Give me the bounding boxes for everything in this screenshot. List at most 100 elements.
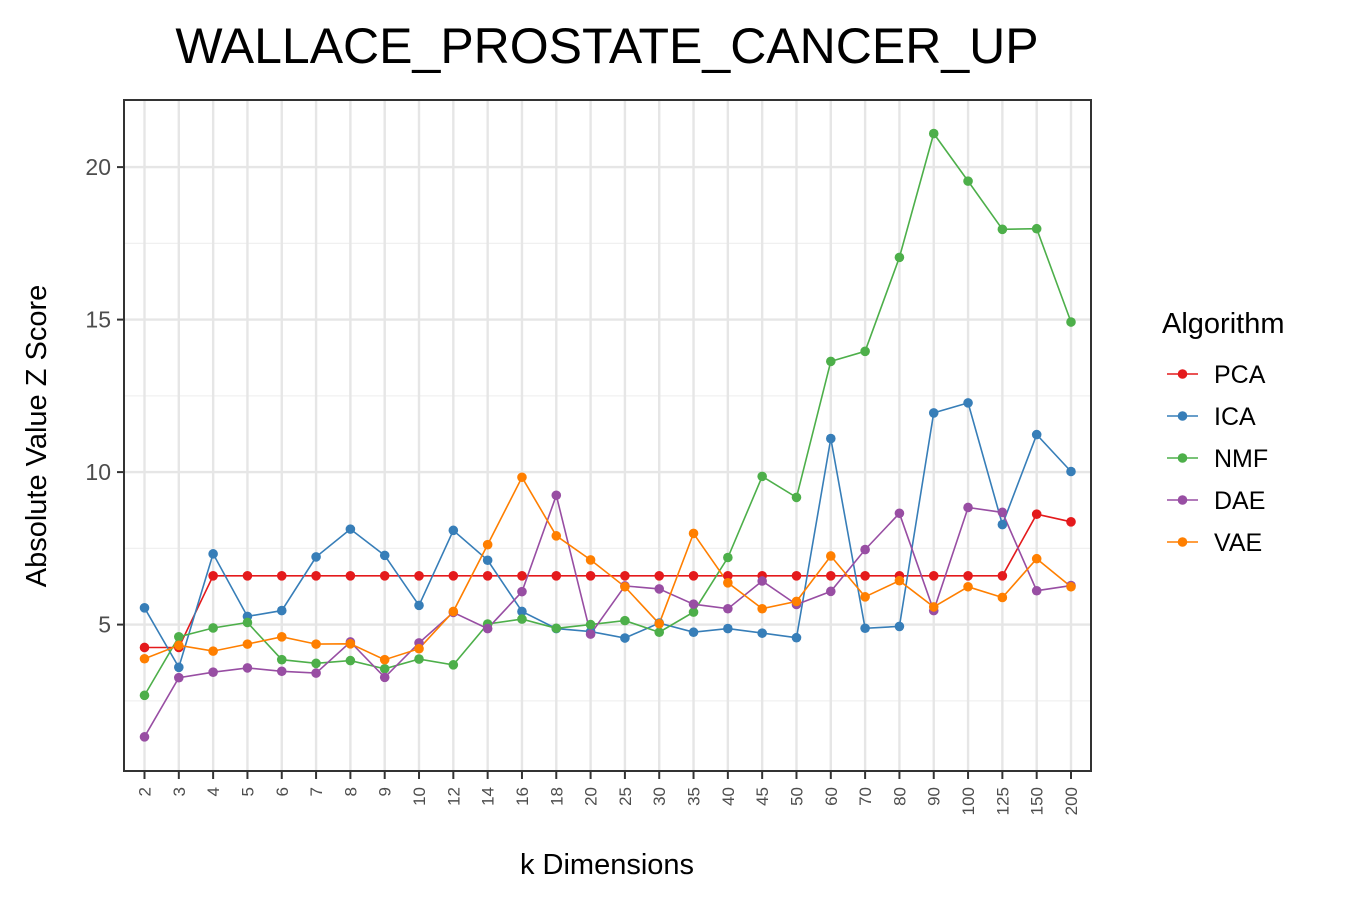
data-point-nmf: [757, 471, 767, 482]
data-point-dae: [757, 576, 767, 586]
data-point-pca: [311, 571, 321, 581]
y-axis: 5 10 15 20: [85, 154, 124, 638]
x-tick-label: 4: [204, 787, 223, 796]
data-point-nmf: [1031, 223, 1042, 234]
data-point-pca: [1066, 517, 1076, 527]
x-tick-label: 200: [1062, 787, 1081, 815]
data-point-pca: [654, 571, 665, 581]
data-point-vae: [414, 643, 424, 654]
legend-label-ica: ICA: [1214, 403, 1256, 431]
data-point-dae: [276, 666, 287, 677]
series-lines: [143, 131, 1072, 738]
x-tick-label: 10: [410, 787, 429, 806]
y-tick-label: 20: [85, 154, 111, 180]
data-point-nmf: [928, 128, 939, 139]
series-points: [139, 128, 1076, 742]
data-point-pca: [688, 571, 699, 581]
series-line-pca: [144, 513, 1072, 649]
data-point-ica: [825, 433, 836, 444]
data-point-nmf: [242, 617, 253, 628]
x-tick-label: 9: [376, 787, 395, 796]
y-tick-label: 15: [85, 307, 111, 333]
data-point-vae: [345, 639, 356, 649]
data-point-nmf: [345, 655, 356, 666]
data-point-vae: [963, 581, 973, 592]
x-tick-label: 6: [273, 787, 292, 796]
data-point-dae: [894, 508, 905, 519]
data-point-dae: [688, 599, 699, 609]
x-tick-label: 14: [479, 787, 498, 806]
legend-key-point-dae: [1177, 495, 1188, 505]
data-point-dae: [723, 603, 733, 614]
data-point-vae: [174, 640, 184, 651]
data-point-ica: [688, 627, 699, 638]
x-tick-label: 125: [993, 787, 1012, 815]
x-tick-label: 100: [959, 787, 978, 815]
legend-key-point-nmf: [1177, 453, 1188, 463]
data-point-pca: [517, 571, 527, 581]
data-point-pca: [551, 571, 562, 581]
data-point-vae: [860, 592, 870, 602]
data-point-dae: [311, 668, 321, 678]
data-point-nmf: [208, 623, 218, 633]
data-point-nmf: [791, 492, 802, 503]
data-point-nmf: [139, 690, 150, 701]
data-point-vae: [517, 472, 527, 483]
x-tick-label: 35: [685, 787, 704, 806]
data-point-nmf: [448, 660, 459, 670]
legend-key-point-pca: [1177, 369, 1188, 379]
x-tick-label: 18: [547, 787, 566, 806]
data-point-pca: [482, 571, 493, 581]
data-point-vae: [825, 551, 836, 561]
data-point-vae: [723, 578, 733, 588]
data-point-nmf: [654, 627, 665, 638]
data-point-dae: [517, 586, 527, 597]
data-point-ica: [791, 632, 802, 643]
data-point-pca: [1031, 509, 1042, 519]
data-point-vae: [448, 606, 459, 617]
x-axis: 2 3 4 5 6 7 8 9 10 12 14 16 18 20 25 30 35 40 45 50 60 70 80 90…: [136, 771, 1081, 815]
data-point-ica: [517, 606, 527, 617]
data-point-pca: [963, 571, 973, 581]
legend-label-pca: PCA: [1214, 361, 1266, 389]
data-point-pca: [276, 571, 287, 581]
data-point-ica: [620, 633, 630, 643]
legend-label-dae: DAE: [1214, 487, 1265, 515]
data-point-nmf: [551, 623, 562, 634]
data-point-ica: [963, 398, 973, 408]
legend-label-nmf: NMF: [1214, 445, 1268, 473]
series-line-ica: [143, 401, 1072, 670]
data-point-vae: [654, 618, 665, 629]
x-tick-label: 3: [170, 787, 189, 796]
data-point-ica: [928, 408, 939, 418]
data-point-ica: [345, 524, 356, 534]
data-point-nmf: [825, 356, 836, 367]
data-point-vae: [791, 596, 802, 607]
data-point-vae: [757, 603, 767, 614]
data-point-dae: [654, 584, 665, 594]
legend: Algorithm PCA ICA NMF DAE VAE: [1162, 308, 1285, 557]
x-tick-label: 7: [307, 787, 326, 796]
data-point-nmf: [1066, 317, 1076, 327]
data-point-ica: [174, 662, 184, 673]
data-point-ica: [894, 621, 905, 632]
data-point-vae: [688, 528, 699, 539]
x-tick-label: 12: [444, 787, 463, 806]
data-point-vae: [585, 555, 596, 565]
data-point-vae: [1031, 553, 1042, 564]
data-point-dae: [139, 732, 150, 742]
data-point-dae: [551, 490, 562, 501]
x-tick-label: 45: [753, 787, 772, 806]
data-point-pca: [139, 642, 150, 653]
data-point-pca: [379, 571, 390, 581]
x-tick-label: 150: [1028, 787, 1047, 815]
x-tick-label: 16: [513, 787, 532, 806]
data-point-ica: [414, 600, 424, 611]
legend-key-point-ica: [1177, 411, 1188, 421]
data-point-dae: [963, 502, 973, 513]
legend-key-point-vae: [1177, 537, 1188, 547]
data-point-pca: [345, 571, 356, 581]
x-tick-label: 2: [136, 787, 155, 796]
data-point-nmf: [379, 664, 390, 674]
